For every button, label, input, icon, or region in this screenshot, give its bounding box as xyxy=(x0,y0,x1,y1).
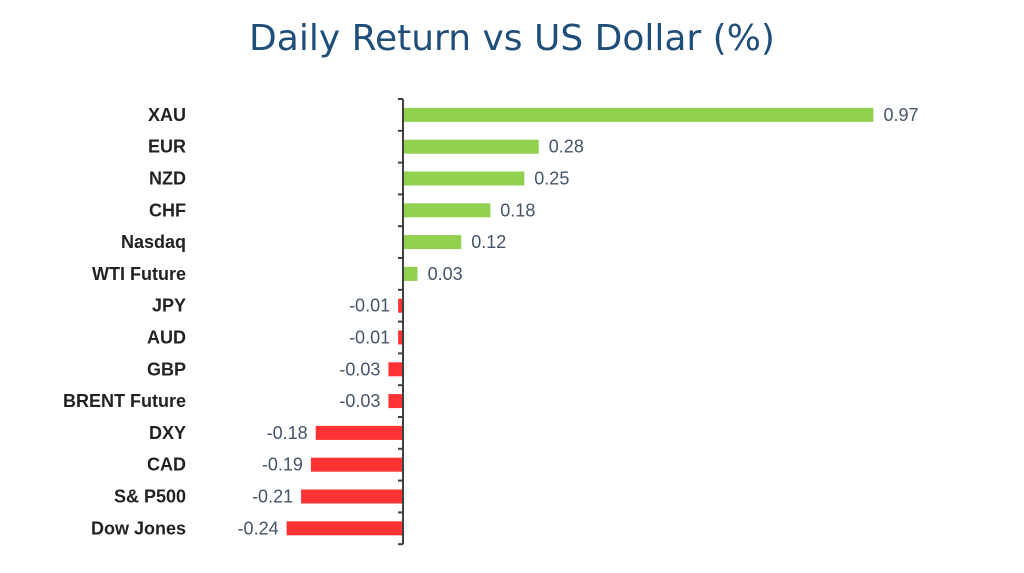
value-label-cad: -0.19 xyxy=(262,455,303,475)
category-label-cad: CAD xyxy=(147,455,186,475)
value-label-nasdaq: 0.12 xyxy=(471,232,506,252)
bar-wti-future xyxy=(403,266,418,281)
bar-jpy xyxy=(398,298,403,313)
bar-cad xyxy=(310,457,404,472)
category-label-dow-jones: Dow Jones xyxy=(91,518,186,538)
bar-brent-future xyxy=(388,394,403,409)
bar-chf xyxy=(403,203,491,218)
bar-dxy xyxy=(315,425,403,440)
value-label-wti-future: 0.03 xyxy=(428,264,463,284)
category-label-eur: EUR xyxy=(148,137,186,157)
bar-gbp xyxy=(388,362,403,377)
value-labels: 0.97 0.28 0.25 0.18 0.12 0.03 -0.01 -0.01 -0.03 -… xyxy=(238,105,919,538)
bar-nasdaq xyxy=(403,235,462,250)
value-label-xau: 0.97 xyxy=(884,105,919,125)
bar-s-p500 xyxy=(301,489,403,504)
category-label-xau: XAU xyxy=(148,105,186,125)
category-label-chf: CHF xyxy=(149,200,186,220)
category-label-jpy: JPY xyxy=(152,296,186,316)
chart-title: Daily Return vs US Dollar (%) xyxy=(249,18,775,59)
value-label-eur: 0.28 xyxy=(549,137,584,157)
value-label-dxy: -0.18 xyxy=(267,423,308,443)
category-label-nasdaq: Nasdaq xyxy=(121,232,186,252)
category-label-dxy: DXY xyxy=(149,423,186,443)
category-label-gbp: GBP xyxy=(147,359,186,379)
bar-nzd xyxy=(403,171,525,186)
value-label-chf: 0.18 xyxy=(500,200,535,220)
value-label-nzd: 0.25 xyxy=(534,169,569,189)
value-label-brent-future: -0.03 xyxy=(339,391,380,411)
category-label-s-p500: S& P500 xyxy=(114,487,186,507)
bars-group xyxy=(286,107,874,536)
category-labels: XAU EUR NZD CHF Nasdaq WTI Future JPY AUD GBP BRE… xyxy=(63,105,186,538)
category-label-wti-future: WTI Future xyxy=(92,264,186,284)
bar-dow-jones xyxy=(286,521,403,536)
value-label-s-p500: -0.21 xyxy=(252,487,293,507)
category-label-nzd: NZD xyxy=(149,169,186,189)
category-label-aud: AUD xyxy=(147,328,186,348)
bar-eur xyxy=(403,139,539,154)
bar-aud xyxy=(398,330,403,345)
category-label-brent-future: BRENT Future xyxy=(63,391,186,411)
value-label-jpy: -0.01 xyxy=(349,296,390,316)
y-axis xyxy=(398,98,404,546)
value-label-dow-jones: -0.24 xyxy=(238,518,279,538)
value-label-gbp: -0.03 xyxy=(339,359,380,379)
value-label-aud: -0.01 xyxy=(349,328,390,348)
bar-xau xyxy=(403,107,874,122)
